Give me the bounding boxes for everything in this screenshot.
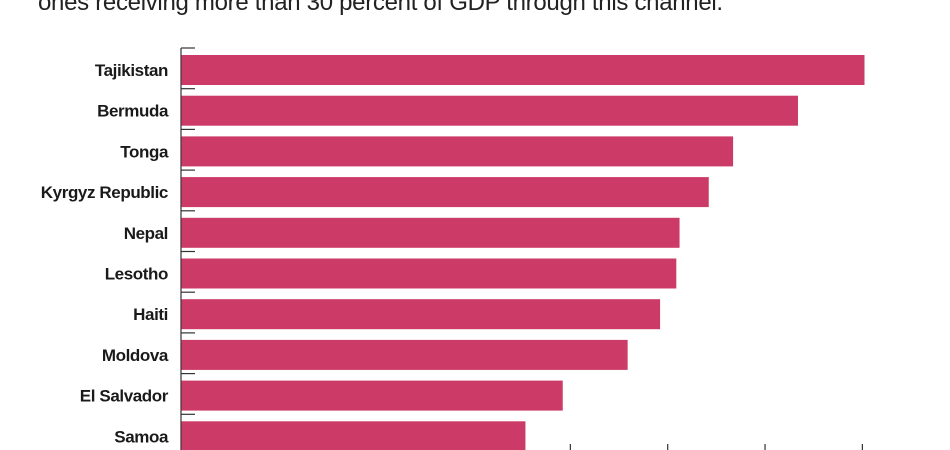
bar-nepal	[181, 217, 680, 248]
bar-tonga	[181, 136, 734, 167]
axis-layer	[180, 47, 863, 450]
category-label: Lesotho	[105, 265, 168, 284]
category-label: Bermuda	[97, 102, 169, 121]
category-label: Moldova	[102, 346, 169, 365]
category-label: Samoa	[114, 427, 169, 446]
bar-kyrgyz-republic	[181, 177, 709, 208]
bar-moldova	[181, 339, 628, 370]
bar-haiti	[181, 299, 661, 330]
category-label: El Salvador	[80, 387, 169, 406]
category-label: Nepal	[124, 224, 168, 243]
bar-tajikistan	[181, 55, 865, 85]
category-labels: Tajikistan Bermuda Tonga Kyrgyz Republic Nep…	[41, 61, 170, 446]
bar-samoa	[181, 421, 526, 450]
category-label: Tonga	[120, 142, 169, 161]
bars-layer	[181, 55, 865, 450]
bar-lesotho	[181, 258, 677, 289]
bar-el-salvador	[181, 380, 563, 411]
chart-caption: ones receiving more than 30 percent of G…	[38, 0, 723, 16]
bar-bermuda	[181, 95, 798, 126]
category-label: Kyrgyz Republic	[41, 183, 168, 202]
category-label: Haiti	[133, 305, 168, 324]
category-label: Tajikistan	[95, 61, 168, 80]
